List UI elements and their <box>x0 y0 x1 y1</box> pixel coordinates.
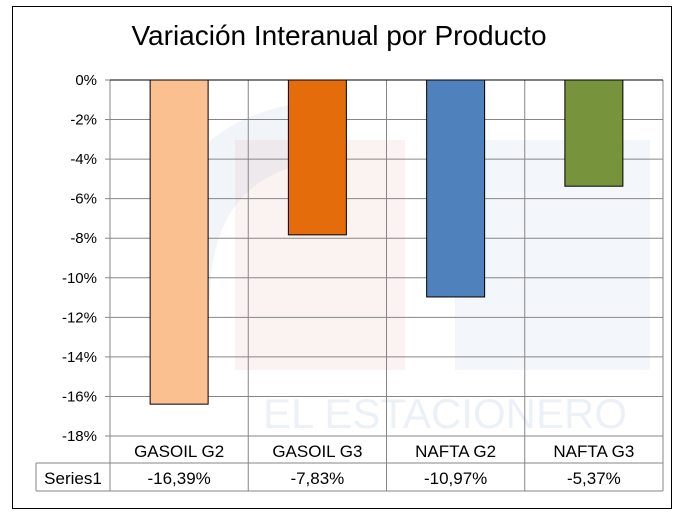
category-label: GASOIL G3 <box>272 442 362 461</box>
y-tick-label: -18% <box>62 428 97 445</box>
chart-frame <box>12 6 672 509</box>
chart-title: Variación Interanual por Producto <box>131 20 547 51</box>
y-tick-label: -4% <box>70 151 97 168</box>
y-tick-label: -10% <box>62 270 97 287</box>
bar-nafta-g2 <box>426 79 486 298</box>
series-legend-label: Series1 <box>44 469 102 488</box>
y-tick-label: -12% <box>62 309 97 326</box>
y-tick-label: 0% <box>75 72 97 89</box>
watermark-text: EL ESTACIONERO <box>263 390 627 437</box>
y-tick-label: -6% <box>70 191 97 208</box>
bar-gasoil-g2 <box>149 79 209 405</box>
y-tick-label: -16% <box>62 388 97 405</box>
y-tick-label: -2% <box>70 112 97 129</box>
data-label: -10,97% <box>424 469 487 488</box>
bar-nafta-g3 <box>564 79 624 187</box>
category-label: NAFTA G3 <box>553 442 634 461</box>
data-label: -16,39% <box>147 469 210 488</box>
category-label: NAFTA G2 <box>415 442 496 461</box>
data-label: -7,83% <box>290 469 344 488</box>
data-label: -5,37% <box>567 469 621 488</box>
category-label: GASOIL G2 <box>134 442 224 461</box>
y-tick-label: -14% <box>62 349 97 366</box>
y-tick-label: -8% <box>70 230 97 247</box>
bar-gasoil-g3 <box>287 79 347 236</box>
